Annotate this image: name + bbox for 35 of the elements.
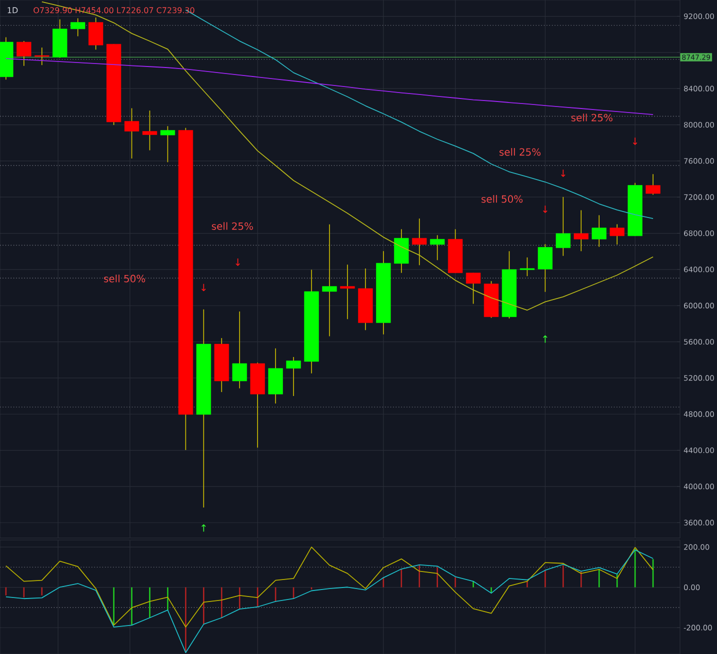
annotation: ↓ <box>202 284 206 292</box>
candlestick <box>16 40 32 66</box>
annotation: ↑ <box>202 524 206 532</box>
candlestick <box>34 47 50 66</box>
candlestick <box>610 224 624 245</box>
candlestick <box>340 264 355 320</box>
annotation: ↓ <box>236 258 240 266</box>
line-series <box>5 549 654 654</box>
annotation: ↑ <box>543 335 548 343</box>
candlestick <box>592 214 606 248</box>
candlestick <box>412 218 427 266</box>
candlestick <box>466 272 481 304</box>
annotation: ↓ <box>632 138 638 145</box>
annotation: sell 50% <box>104 274 146 282</box>
candlestick <box>286 356 301 396</box>
annotation: sell 25% <box>212 222 253 230</box>
candlestick <box>70 18 86 37</box>
candlestick <box>574 210 588 252</box>
candlestick <box>538 244 553 292</box>
candlestick <box>232 311 247 389</box>
candlestick <box>430 234 445 261</box>
annotation: sell 50% <box>482 195 523 203</box>
candlestick <box>160 126 176 163</box>
line-series <box>5 546 654 628</box>
annotation: ↓ <box>561 170 566 177</box>
candlestick <box>322 224 337 337</box>
candlestick <box>142 110 158 151</box>
candlestick <box>124 108 140 159</box>
candlestick <box>88 17 104 50</box>
candlestick <box>646 174 660 196</box>
annotation: sell 25% <box>571 114 612 122</box>
annotation: sell 25% <box>499 148 541 156</box>
candlestick <box>556 196 571 256</box>
annotation: ↓ <box>543 206 548 213</box>
candlestick <box>520 257 535 277</box>
